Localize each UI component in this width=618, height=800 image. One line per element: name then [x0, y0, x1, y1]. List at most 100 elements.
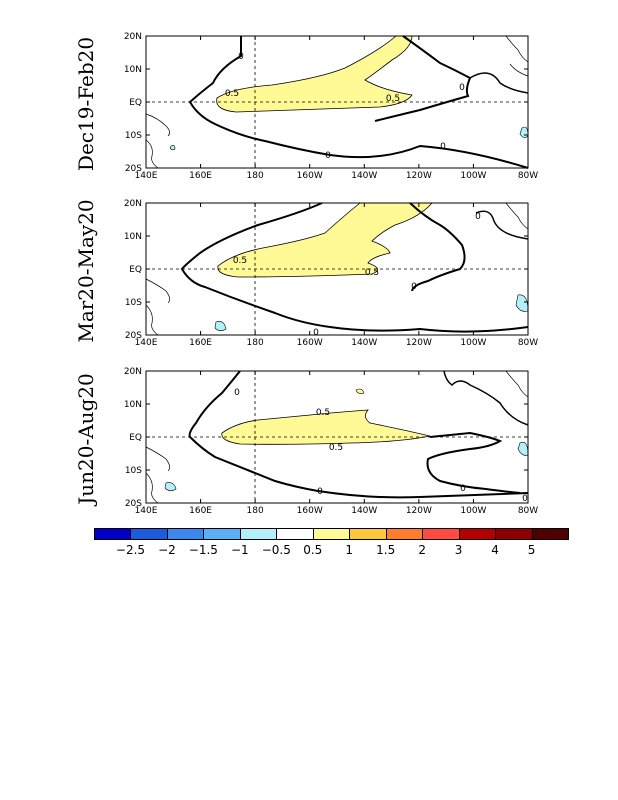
colorbar-swatch — [239, 528, 278, 540]
svg-text:0: 0 — [522, 494, 528, 504]
contour-label-zero: 0 0 0 0 — [234, 388, 528, 504]
x-tick-label: 100W — [460, 506, 486, 516]
x-tick-label: 140W — [351, 506, 377, 516]
colorbar-label: −0.5 — [261, 543, 291, 557]
y-tick-label: 20S — [125, 331, 142, 341]
colorbar-label: 5 — [527, 543, 536, 557]
positive-anomaly-region — [216, 35, 413, 113]
colorbar-label: −1.5 — [188, 543, 218, 557]
y-tick-label: 20S — [125, 499, 142, 509]
x-tick-label: 140W — [351, 171, 377, 181]
x-tick-label: 140E — [135, 171, 158, 181]
contour-label-half: 0.5 0.5 — [233, 256, 379, 278]
y-tick-label: EQ — [129, 98, 142, 108]
colorbar-label: 1.5 — [376, 543, 396, 557]
colorbar-label: 2 — [418, 543, 426, 557]
x-tick-label: 180 — [247, 171, 264, 181]
x-tick-label: 80W — [518, 338, 538, 348]
map-panel-mam: Mar20-May20 0 0 0 0.5 0.5 — [0, 195, 618, 355]
y-tick-label: 10S — [125, 466, 142, 476]
x-tick-label: 160E — [189, 338, 212, 348]
colorbar: −2.5 −2 −1.5 −1 −0.5 0.5 1 1.5 2 3 4 5 — [94, 528, 569, 558]
contour-label-zero: 0 0 0 0 — [238, 52, 465, 161]
axis-ticks: 140E 160E 180 160W 140W 120W 100W 80W 20N 10N EQ 10… — [124, 32, 538, 181]
colorbar-swatch — [94, 528, 132, 540]
anomaly-map: 0 0 0 0.5 0.5 140E 160E 180 160W 140W 120W 100… — [124, 199, 538, 348]
anomaly-map: 0 0 0 0 0.5 0.5 140E 160E 180 160W 140W 120W 1… — [124, 32, 538, 181]
coastlines — [145, 202, 529, 336]
colorbar-swatch — [130, 528, 168, 540]
coastlines — [145, 370, 529, 504]
svg-text:0: 0 — [475, 212, 481, 222]
colorbar-label: 3 — [454, 543, 463, 557]
colorbar-label: −2 — [158, 543, 176, 557]
y-tick-label: 20N — [124, 367, 142, 377]
x-tick-label: 80W — [518, 171, 538, 181]
svg-text:0: 0 — [459, 83, 465, 93]
x-tick-label: 120W — [406, 338, 432, 348]
colorbar-label: 1 — [345, 543, 354, 557]
x-tick-label: 140W — [351, 338, 377, 348]
colorbar-swatch — [312, 528, 351, 540]
x-tick-label: 100W — [460, 338, 486, 348]
svg-text:0.5: 0.5 — [233, 256, 247, 266]
x-tick-label: 120W — [406, 506, 432, 516]
coastlines — [145, 35, 529, 169]
map-panel-djf: Dec19-Feb20 0 0 0 0 0.5 0.5 — [0, 28, 618, 188]
svg-text:0.5: 0.5 — [329, 443, 343, 453]
colorbar-swatch — [495, 528, 533, 540]
positive-anomaly-region — [221, 388, 431, 445]
x-tick-label: 180 — [247, 338, 264, 348]
x-tick-label: 160E — [189, 506, 212, 516]
x-tick-label: 160W — [297, 338, 323, 348]
x-tick-label: 160E — [189, 171, 212, 181]
map-panel-jja: Jun20-Aug20 0 0 0 0 0.5 0.5 — [0, 363, 618, 523]
y-tick-label: EQ — [129, 433, 142, 443]
x-tick-label: 160W — [297, 506, 323, 516]
colorbar-swatch — [276, 528, 314, 540]
y-tick-label: 20N — [124, 199, 142, 209]
anomaly-map: 0 0 0 0 0.5 0.5 140E 160E 180 160W 140W 120W 1… — [124, 367, 538, 516]
svg-text:0: 0 — [411, 282, 417, 292]
x-tick-label: 180 — [247, 506, 264, 516]
colorbar-swatch — [385, 528, 424, 540]
x-tick-label: 120W — [406, 171, 432, 181]
y-tick-label: 10N — [124, 232, 142, 242]
colorbar-swatch — [531, 528, 569, 540]
svg-text:0: 0 — [460, 484, 466, 494]
colorbar-swatch — [458, 528, 497, 540]
colorbar-label: −1 — [230, 543, 249, 557]
y-tick-label: 10N — [124, 65, 142, 75]
svg-text:0: 0 — [234, 388, 240, 398]
contour-label-half: 0.5 0.5 — [225, 89, 400, 104]
colorbar-swatch — [349, 528, 387, 540]
svg-text:0: 0 — [325, 151, 331, 161]
x-tick-label: 160W — [297, 171, 323, 181]
contour-label-half: 0.5 0.5 — [316, 408, 343, 453]
colorbar-swatch — [422, 528, 460, 540]
y-tick-label: 20S — [125, 164, 142, 174]
y-tick-label: 10S — [125, 131, 142, 141]
colorbar-swatch — [166, 528, 205, 540]
y-tick-label: 10S — [125, 298, 142, 308]
svg-text:0.5: 0.5 — [225, 89, 239, 99]
y-tick-label: 10N — [124, 400, 142, 410]
axis-ticks: 140E 160E 180 160W 140W 120W 100W 80W 20N 10N EQ 10… — [124, 367, 538, 516]
y-tick-label: EQ — [129, 265, 142, 275]
x-tick-label: 80W — [518, 506, 538, 516]
x-tick-label: 100W — [460, 171, 486, 181]
y-tick-label: 20N — [124, 32, 142, 42]
svg-text:0: 0 — [313, 328, 319, 338]
zero-contour — [188, 35, 529, 169]
x-tick-label: 140E — [135, 338, 158, 348]
colorbar-label: 4 — [491, 543, 499, 557]
contour-label-zero: 0 0 0 — [313, 212, 481, 338]
negative-anomaly-region — [169, 126, 529, 151]
colorbar-label: −2.5 — [115, 543, 146, 557]
svg-text:0.5: 0.5 — [316, 408, 330, 418]
colorbar-swatch — [203, 528, 241, 540]
svg-text:0: 0 — [238, 52, 244, 62]
x-tick-label: 140E — [135, 506, 158, 516]
svg-text:0: 0 — [440, 142, 446, 152]
svg-text:0.5: 0.5 — [386, 94, 400, 104]
